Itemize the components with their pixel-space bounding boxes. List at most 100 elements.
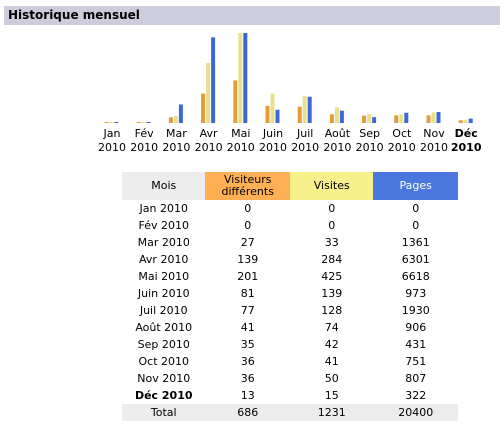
total-row: Total 686 1231 20400 [122, 404, 458, 421]
value-cell: 15 [324, 389, 339, 402]
value-cell: 0 [328, 219, 336, 232]
x-tick-label: Juin 2010 [259, 127, 287, 154]
bar [399, 114, 404, 123]
bar [270, 93, 275, 123]
value-cell: 1930 [401, 304, 430, 317]
x-tick-label: Juil 2010 [291, 127, 320, 154]
header-row: Mois Visiteurs différents Visites Pages [122, 172, 458, 200]
month-cell: Déc 2010 [134, 389, 193, 402]
total-cell: 1231 [289, 404, 374, 421]
month-cell: Avr 2010 [139, 253, 189, 266]
value-cell: 0 [412, 219, 420, 232]
bar [468, 118, 473, 123]
month-cell: Oct 2010 [138, 355, 189, 368]
month-cell: Sep 2010 [137, 338, 190, 351]
table-row: Mai 2010 201 425 6618 [122, 268, 458, 285]
value-cell: 322 [405, 389, 427, 402]
value-cell: 74 [324, 321, 339, 334]
table-row: Fév 2010 0 0 0 [122, 217, 458, 234]
total-cell: 686 [205, 404, 290, 421]
bar [136, 122, 141, 123]
value-cell: 36 [240, 372, 255, 385]
month-cell: Juin 2010 [137, 287, 190, 300]
x-tick-label: Sep 2010 [355, 127, 384, 154]
x-tick-label: Fév 2010 [130, 127, 159, 154]
value-cell: 41 [240, 321, 255, 334]
x-tick-label: Mar 2010 [162, 127, 191, 154]
value-cell: 33 [324, 236, 339, 249]
value-cell: 431 [405, 338, 427, 351]
value-cell: 0 [328, 202, 336, 215]
table-row: Jan 2010 0 0 0 [122, 200, 458, 217]
bar [302, 95, 307, 123]
table-row: Déc 2010 13 15 322 [122, 387, 458, 404]
month-cell: Fév 2010 [138, 219, 189, 232]
table-row: Oct 2010 36 41 751 [122, 353, 458, 370]
value-cell: 973 [405, 287, 427, 300]
bar [334, 107, 339, 123]
bar [201, 93, 206, 123]
value-cell: 201 [237, 270, 259, 283]
value-cell: 77 [240, 304, 255, 317]
x-tick-label: Déc 2010 [450, 127, 482, 154]
bar [265, 105, 270, 123]
bar [238, 33, 243, 123]
value-cell: 0 [244, 219, 252, 232]
month-cell: Mar 2010 [137, 236, 190, 249]
bar [178, 104, 183, 123]
month-cell: Jan 2010 [139, 202, 188, 215]
month-cell: Juil 2010 [139, 304, 188, 317]
value-cell: 1361 [401, 236, 430, 249]
month-cell: Mai 2010 [138, 270, 190, 283]
bar [404, 112, 409, 123]
month-cell: Août 2010 [135, 321, 193, 334]
bar [233, 80, 238, 123]
bar [211, 37, 216, 123]
x-tick-label: Oct 2010 [387, 127, 416, 154]
bar [463, 119, 468, 123]
bar [394, 115, 399, 123]
value-cell: 81 [240, 287, 255, 300]
table-row: Sep 2010 35 42 431 [122, 336, 458, 353]
bar [173, 116, 178, 123]
table-row: Nov 2010 36 50 807 [122, 370, 458, 387]
value-cell: 128 [321, 304, 343, 317]
header-cell: Visites [289, 172, 374, 200]
bar [307, 96, 312, 123]
x-tick-label: Nov 2010 [420, 127, 448, 154]
value-cell: 36 [240, 355, 255, 368]
value-cell: 0 [412, 202, 420, 215]
table-row: Août 2010 41 74 906 [122, 319, 458, 336]
bar [141, 122, 146, 123]
value-cell: 41 [324, 355, 339, 368]
bar [104, 122, 109, 123]
bar [146, 122, 151, 123]
chart [104, 33, 473, 123]
value-cell: 13 [240, 389, 255, 402]
value-cell: 6618 [401, 270, 430, 283]
x-tick-label: Jan 2010 [98, 127, 126, 154]
x-tick-label: Avr 2010 [194, 127, 223, 154]
bar [168, 117, 173, 123]
bar [206, 62, 211, 123]
bar [275, 109, 280, 123]
bar [362, 115, 367, 123]
bar [114, 122, 119, 123]
value-cell: 42 [324, 338, 339, 351]
table-row: Juin 2010 81 139 973 [122, 285, 458, 302]
value-cell: 751 [405, 355, 427, 368]
value-cell: 50 [324, 372, 339, 385]
month-cell: Nov 2010 [137, 372, 191, 385]
bar [458, 120, 463, 123]
value-cell: 0 [244, 202, 252, 215]
bar [297, 106, 302, 123]
table-row: Avr 2010 139 284 6301 [122, 251, 458, 268]
data-table: Mois Visiteurs différents Visites Pages Ja… [122, 172, 458, 421]
table-row: Mar 2010 27 33 1361 [122, 234, 458, 251]
title-bar: Historique mensuel [4, 6, 500, 25]
value-cell: 6301 [401, 253, 430, 266]
value-cell: 284 [321, 253, 343, 266]
table-row: Juil 2010 77 128 1930 [122, 302, 458, 319]
bar [339, 110, 344, 123]
